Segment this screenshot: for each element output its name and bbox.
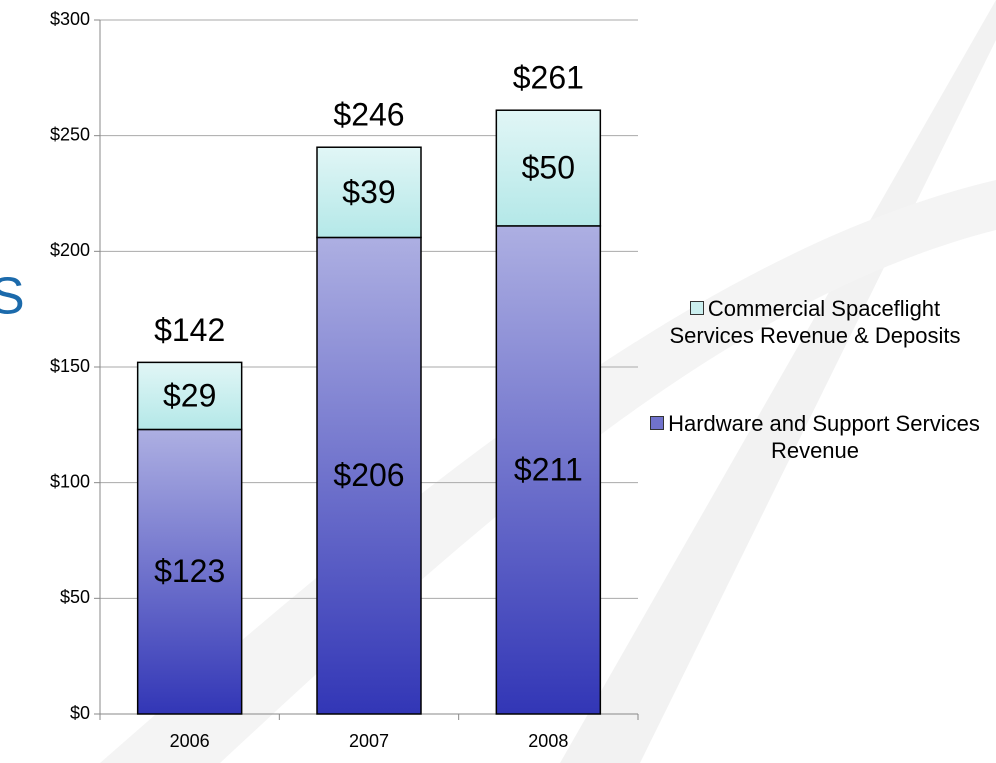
y-tick-label: $50	[60, 587, 90, 607]
total-label: $142	[154, 312, 225, 348]
y-tick-label: $250	[50, 124, 90, 144]
bar-segment	[495, 225, 602, 715]
bar-segment	[136, 361, 243, 431]
y-tick-label: $0	[70, 703, 90, 723]
bar-segment	[316, 146, 422, 239]
y-tick-label: $200	[50, 240, 90, 260]
legend-swatch	[650, 416, 665, 430]
data-label: $50	[522, 150, 575, 186]
y-tick-label: $150	[50, 356, 90, 376]
bar-segment	[495, 109, 602, 227]
x-tick-label: 2007	[349, 731, 389, 751]
data-label: $206	[333, 457, 404, 493]
legend-label: Commercial Spaceflight Services Revenue …	[669, 296, 961, 348]
data-label: $211	[514, 451, 583, 487]
bar-segment	[316, 236, 422, 715]
y-tick-label: $100	[50, 471, 90, 491]
data-label: $123	[154, 553, 225, 589]
x-tick-label: 2006	[170, 731, 210, 751]
legend-swatch	[689, 301, 704, 315]
legend-item: Commercial Spaceflight Services Revenue …	[650, 295, 980, 349]
x-tick-label: 2008	[528, 731, 568, 751]
legend-label: Hardware and Support Services Revenue	[668, 411, 980, 463]
data-label: $39	[342, 174, 395, 210]
y-tick-label: $300	[50, 9, 90, 29]
annotation: S	[0, 268, 25, 326]
total-label: $261	[513, 60, 584, 96]
data-label: $29	[163, 377, 216, 413]
total-label: $246	[333, 97, 404, 133]
legend-item: Hardware and Support Services Revenue	[650, 410, 980, 464]
background-swoosh	[560, 0, 996, 763]
